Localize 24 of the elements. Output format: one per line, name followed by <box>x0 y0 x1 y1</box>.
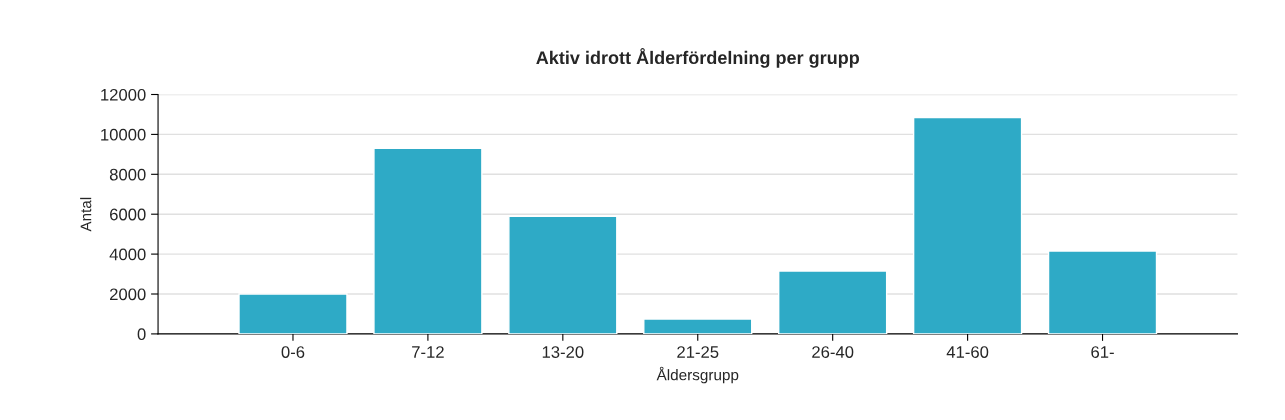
x-tick-label: 21-25 <box>677 346 719 358</box>
bar <box>373 147 483 334</box>
y-tick-label: 8000 <box>109 168 146 181</box>
chart-title: Aktiv idrott Ålderfördelning per grupp <box>536 48 860 68</box>
y-tick-label: 4000 <box>109 248 146 261</box>
bar <box>778 270 888 334</box>
x-tick-label: 13-20 <box>542 346 584 358</box>
x-tick-label: 0-6 <box>281 346 305 358</box>
y-tick-label: 6000 <box>110 208 146 221</box>
x-tick-label: 7-12 <box>412 346 444 358</box>
y-tick-label: 10000 <box>101 128 146 141</box>
x-tick-label: 41-60 <box>946 346 989 358</box>
y-tick-label: 12000 <box>101 88 146 101</box>
x-tick-label: 61- <box>1091 346 1114 358</box>
x-tick-label: 26-40 <box>812 346 854 358</box>
bar <box>508 215 618 334</box>
bar <box>912 116 1023 334</box>
bar <box>643 318 753 334</box>
bar <box>1047 250 1158 334</box>
y-tick-label: 2000 <box>110 288 146 301</box>
x-axis-title: Åldersgrupp <box>656 366 739 384</box>
y-axis-title: Antal <box>80 197 92 232</box>
y-tick-label: 0 <box>137 328 146 341</box>
bar <box>238 293 348 334</box>
